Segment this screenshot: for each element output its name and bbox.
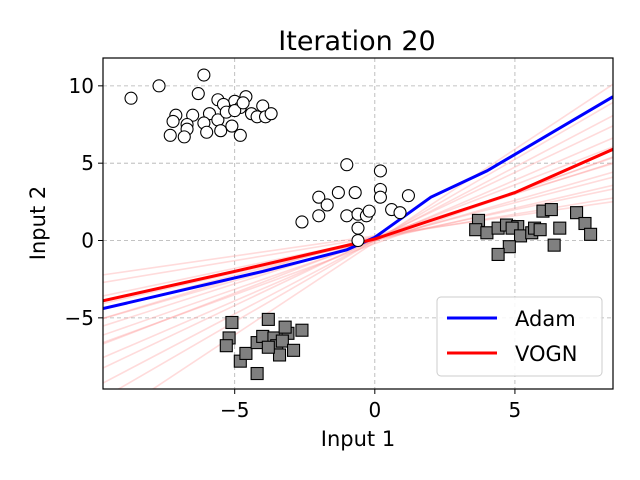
- series-line-adam: [103, 95, 613, 311]
- circle-point: [191, 87, 205, 101]
- square-point: [544, 203, 558, 217]
- circle-point: [393, 206, 407, 220]
- circle-point: [351, 221, 365, 235]
- circle-point: [351, 233, 365, 248]
- vogn-sample-line: [103, 137, 613, 359]
- x-tick-label: −5: [220, 398, 249, 422]
- x-axis-label: Input 1: [321, 427, 395, 451]
- square-point: [547, 238, 561, 252]
- data-markers: [124, 68, 598, 381]
- circle-point: [214, 124, 228, 138]
- circle-point: [348, 186, 362, 200]
- circle-point: [362, 204, 376, 218]
- square-point: [578, 216, 592, 231]
- circle-point: [312, 190, 326, 204]
- circle-point: [373, 190, 387, 204]
- vogn-sample-line: [151, 83, 613, 389]
- square-point: [584, 227, 598, 241]
- circle-point: [312, 209, 326, 223]
- chart-title: Iteration 20: [278, 26, 435, 57]
- circle-point: [340, 158, 354, 172]
- circle-point: [331, 186, 345, 200]
- circle-point: [166, 114, 180, 128]
- square-point: [275, 334, 289, 348]
- circle-point: [401, 189, 415, 203]
- square-point: [502, 240, 516, 254]
- square-point: [491, 247, 505, 261]
- square-point: [469, 223, 483, 237]
- legend-label-vogn: VOGN: [515, 342, 578, 366]
- y-tick-label: −5: [65, 306, 94, 330]
- circle-point: [373, 164, 387, 178]
- square-point: [261, 340, 275, 354]
- y-tick-label: 10: [69, 74, 94, 98]
- square-point: [256, 329, 270, 343]
- circle-point: [228, 104, 242, 118]
- square-point: [533, 223, 547, 237]
- square-point: [513, 229, 528, 243]
- circle-point: [295, 215, 309, 229]
- square-point: [278, 320, 292, 334]
- circle-point: [340, 209, 354, 223]
- circle-point: [177, 130, 191, 144]
- circle-point: [236, 96, 250, 110]
- x-tick-label: 0: [368, 398, 381, 422]
- square-point: [553, 221, 567, 235]
- circle-point: [197, 68, 211, 82]
- axis-ticks: −5 0 5 −5 0 5 10: [65, 74, 522, 422]
- square-point: [261, 312, 275, 326]
- square-point: [272, 348, 287, 362]
- square-point: [570, 206, 584, 220]
- legend-label-adam: Adam: [515, 307, 576, 331]
- square-point: [225, 315, 239, 330]
- series-line-vogn: [103, 147, 613, 303]
- circle-point: [320, 198, 334, 212]
- legend: Adam VOGN: [436, 296, 603, 377]
- vogn-sample-line: [117, 101, 613, 389]
- circle-point: [163, 128, 177, 142]
- x-tick-label: 5: [509, 398, 522, 422]
- circle-point: [124, 91, 138, 105]
- square-point: [219, 339, 233, 353]
- series-lines: [103, 95, 613, 311]
- circle-point: [152, 79, 166, 93]
- square-point: [239, 346, 253, 360]
- square-point: [295, 323, 309, 337]
- circle-point: [225, 119, 239, 133]
- y-tick-label: 5: [81, 151, 94, 175]
- square-point: [250, 366, 264, 381]
- y-tick-label: 0: [81, 229, 94, 253]
- circle-point: [264, 107, 278, 121]
- y-axis-label: Input 2: [26, 186, 50, 260]
- square-point: [286, 343, 301, 357]
- vogn-sample-line: [103, 114, 613, 384]
- square-point: [480, 226, 494, 240]
- circle-point: [200, 125, 214, 139]
- circle-point: [233, 128, 247, 142]
- plot-frame: [102, 57, 614, 390]
